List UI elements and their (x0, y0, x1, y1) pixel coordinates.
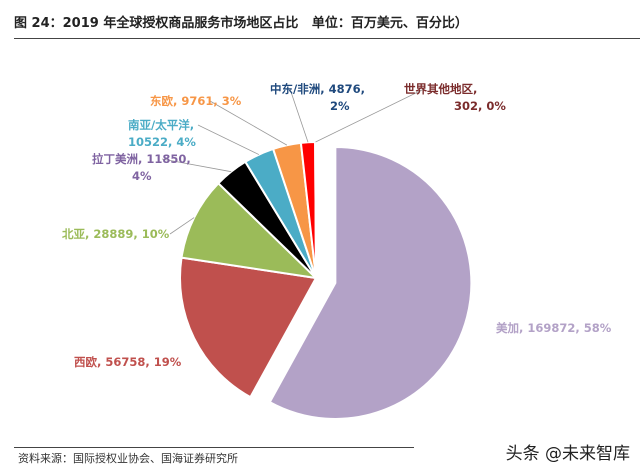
leader-line-2 (169, 217, 195, 235)
watermark: 头条 @未来智库 (505, 444, 630, 464)
leader-line-3 (161, 158, 232, 173)
pie-slice-1 (179, 256, 318, 399)
pie-slice-7 (314, 140, 317, 279)
data-label-7-line2: 302, 0% (454, 99, 506, 113)
data-label-3-line2: 4% (132, 169, 152, 183)
leader-line-4 (197, 124, 260, 155)
data-label-7: 世界其他地区, (404, 82, 477, 96)
data-label-2: 北亚, 28889, 10% (62, 227, 170, 241)
source-rule (14, 447, 414, 448)
leader-line-5 (209, 100, 288, 146)
data-label-5: 东欧, 9761, 3% (150, 94, 242, 108)
figure-title: 图 24：2019 年全球授权商品服务市场地区占比 单位：百万美元、百分比） (14, 16, 468, 31)
data-label-0: 美加, 169872, 58% (496, 321, 612, 335)
data-label-4-line2: 10522, 4% (128, 135, 196, 149)
data-label-4: 南亚/太平洋, (128, 118, 194, 132)
data-label-6: 中东/非洲, 4876, (270, 82, 365, 96)
leader-line-6 (289, 88, 309, 143)
title-rule (14, 38, 640, 39)
source-note: 资料来源：国际授权业协会、国海证券研究所 (18, 452, 238, 465)
data-label-3: 拉丁美洲, 11850, (92, 152, 191, 166)
pie-slice-2 (180, 181, 319, 280)
leader-line-7 (315, 88, 425, 143)
data-label-6-line2: 2% (330, 99, 350, 113)
pie-slice-0 (268, 145, 473, 420)
data-label-1: 西欧, 56758, 19% (74, 355, 182, 369)
